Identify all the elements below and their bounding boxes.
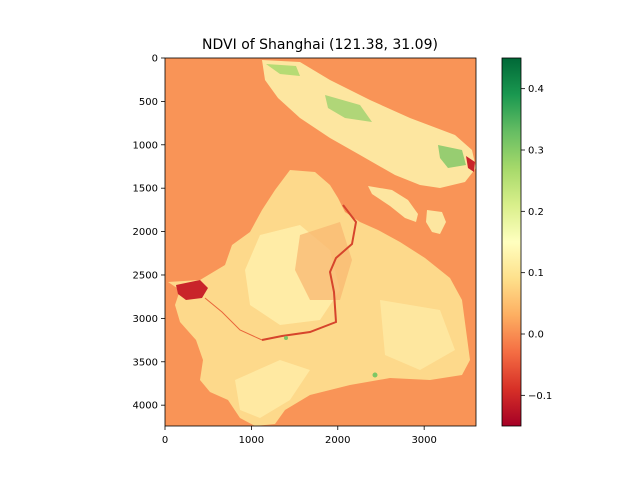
chart-title: NDVI of Shanghai (121.38, 31.09) bbox=[202, 37, 438, 53]
chongming-vegetation bbox=[266, 64, 300, 76]
river-branch bbox=[204, 297, 263, 341]
mainland-pale-east bbox=[380, 300, 455, 370]
colorbar-tick-label: 0.4 bbox=[528, 84, 544, 95]
colorbar-tick-label: 0.3 bbox=[528, 146, 544, 157]
chongming-vegetation-2 bbox=[325, 95, 372, 122]
y-tick-label: 1500 bbox=[133, 184, 158, 195]
colorbar-tick-label: −0.1 bbox=[528, 391, 552, 402]
y-axis: 0 500 1000 1500 2000 2500 3000 3500 4000 bbox=[133, 54, 165, 412]
colorbar-tick-label: 0.2 bbox=[528, 207, 544, 218]
chongming-island bbox=[262, 60, 476, 188]
y-tick-label: 2000 bbox=[133, 227, 158, 238]
chongming-east-tip bbox=[466, 156, 475, 172]
x-tick-label: 1000 bbox=[239, 435, 264, 446]
plot-frame bbox=[164, 57, 477, 427]
mainland-pale-south bbox=[235, 360, 310, 418]
y-tick-label: 1000 bbox=[133, 140, 158, 151]
colorbar-tick-label: 0.1 bbox=[528, 268, 544, 279]
vegetation-speck bbox=[372, 372, 378, 378]
y-tick-label: 2500 bbox=[133, 270, 158, 281]
x-tick-label: 2000 bbox=[325, 435, 350, 446]
changxing-island bbox=[368, 186, 418, 222]
x-tick-label: 0 bbox=[162, 435, 168, 446]
colorbar-tick-label: 0.0 bbox=[528, 330, 544, 341]
x-tick-label: 3000 bbox=[411, 435, 436, 446]
y-tick-label: 500 bbox=[139, 97, 158, 108]
urban-core bbox=[295, 222, 352, 300]
ndvi-image bbox=[165, 58, 476, 426]
y-tick-label: 0 bbox=[152, 54, 158, 65]
x-axis: 0 1000 2000 3000 bbox=[162, 426, 437, 446]
y-tick-label: 4000 bbox=[133, 401, 158, 412]
hengsha-island bbox=[426, 210, 446, 234]
dianshan-lake bbox=[176, 280, 208, 300]
huangpu-river bbox=[261, 204, 358, 341]
y-tick-label: 3500 bbox=[133, 357, 158, 368]
y-tick-label: 3000 bbox=[133, 314, 158, 325]
chongming-vegetation-3 bbox=[438, 145, 466, 168]
colorbar bbox=[501, 57, 522, 427]
colorbar-axis: −0.1 0.0 0.1 0.2 0.3 0.4 bbox=[521, 84, 552, 402]
vegetation-speck bbox=[284, 336, 288, 340]
